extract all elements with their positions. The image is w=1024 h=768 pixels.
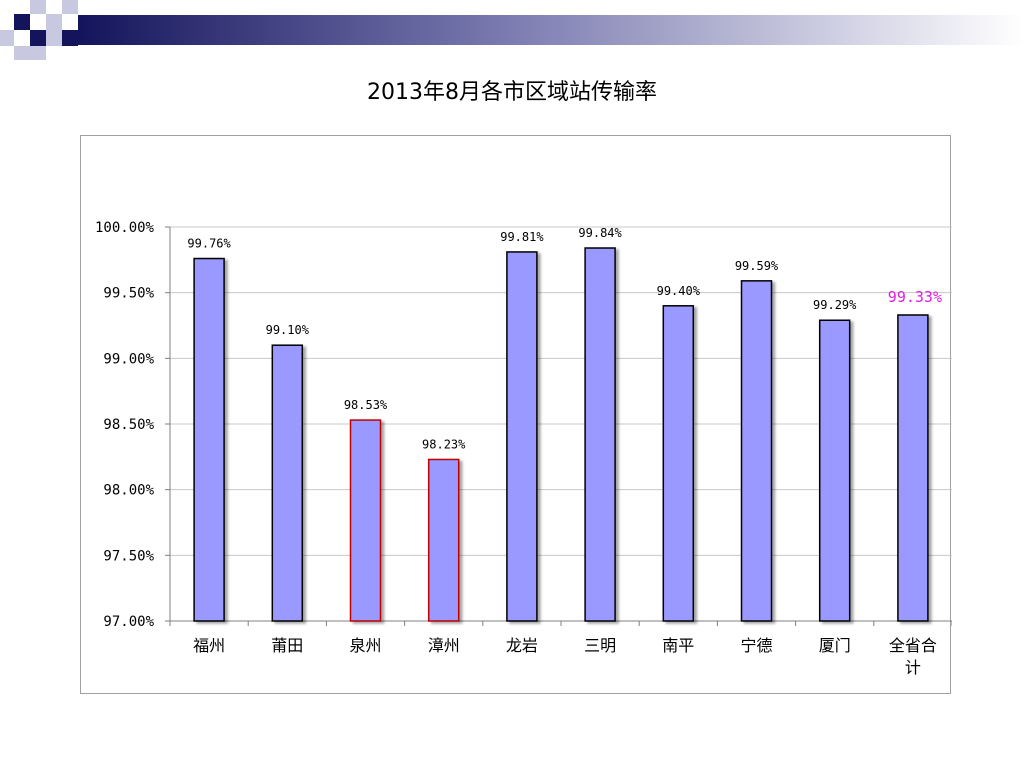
bar-4 <box>427 458 460 622</box>
y-tick-label: 98.00% <box>103 483 154 499</box>
deco-square <box>30 30 46 46</box>
bar-2 <box>271 344 304 622</box>
x-category-label: 漳州 <box>428 636 460 655</box>
bar-9 <box>818 319 851 622</box>
y-tick-label: 98.50% <box>103 417 154 433</box>
deco-square <box>14 46 30 60</box>
deco-square <box>0 30 14 46</box>
data-label: 99.59% <box>735 259 779 273</box>
header-gradient-band <box>78 15 1024 45</box>
x-category-label: 福州 <box>193 636 225 655</box>
data-label: 99.40% <box>657 284 701 298</box>
y-tick-label: 97.00% <box>103 614 154 630</box>
x-category-label: 莆田 <box>271 636 303 655</box>
x-category-label: 南平 <box>662 636 694 655</box>
bar-1 <box>193 257 225 622</box>
deco-square <box>0 0 14 14</box>
bar-8 <box>740 280 773 622</box>
x-category-label: 宁德 <box>740 636 772 655</box>
data-label: 98.23% <box>422 437 466 451</box>
corner-decoration <box>0 0 1024 60</box>
data-label: 99.29% <box>813 298 857 312</box>
x-category-label: 厦门 <box>819 636 851 655</box>
data-label: 99.81% <box>500 230 544 244</box>
bar-6 <box>584 247 616 622</box>
deco-square <box>30 46 46 60</box>
x-category-label: 全省合计 <box>889 636 937 677</box>
deco-square <box>14 14 30 30</box>
bar-3 <box>349 419 382 622</box>
y-tick-label: 97.50% <box>103 548 154 564</box>
labels: 97.00% 97.50% 98.00% 98.50% 99.00% 99.50% 100.… <box>95 220 942 677</box>
bar-5 <box>506 251 538 622</box>
deco-square <box>30 0 46 14</box>
data-label: 99.84% <box>578 226 622 240</box>
data-label: 99.76% <box>187 237 231 251</box>
x-category-label: 三明 <box>584 636 616 655</box>
slide-title: 2013年8月各市区域站传输率 <box>367 80 657 105</box>
deco-square <box>62 30 78 46</box>
deco-square <box>62 0 78 14</box>
data-label: 98.53% <box>344 398 388 412</box>
deco-square <box>46 30 62 46</box>
x-category-label: 泉州 <box>349 636 381 655</box>
deco-square <box>46 14 62 30</box>
y-tick-label: 99.00% <box>103 351 154 367</box>
chart-area: 97.00% 97.50% 98.00% 98.50% 99.00% 99.50% 100.… <box>80 135 952 694</box>
data-label: 99.10% <box>266 323 310 337</box>
bars <box>193 247 929 622</box>
bar-7 <box>662 305 695 622</box>
bar-chart: 97.00% 97.50% 98.00% 98.50% 99.00% 99.50% 100.… <box>95 220 952 677</box>
data-label: 99.33% <box>888 288 942 306</box>
y-tick-label: 99.50% <box>103 286 154 302</box>
y-tick-label: 100.00% <box>95 220 155 236</box>
x-category-label: 龙岩 <box>506 636 538 655</box>
bar-10 <box>897 314 929 622</box>
